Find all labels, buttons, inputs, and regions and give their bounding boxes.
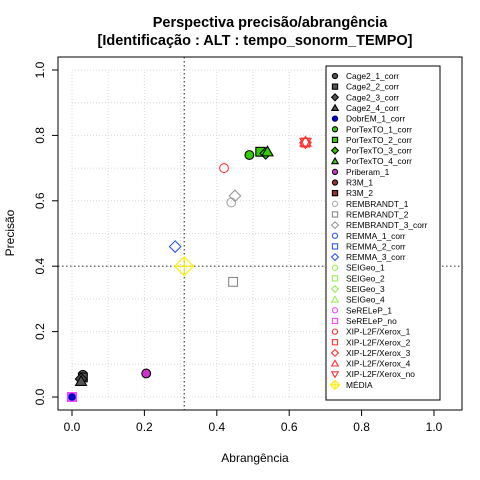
legend-label-xip-l2f-xerox-3: XIP-L2F/Xerox_3 xyxy=(346,348,411,358)
legend-marker-portexto-4-corr xyxy=(330,156,340,165)
y-tick-label: 0.4 xyxy=(33,258,47,275)
y-axis: 0.0 0.2 0.4 0.6 0.8 1.0 xyxy=(33,61,59,405)
legend-label-seigeo-2: SEIGeo_2 xyxy=(346,273,385,283)
legend-marker-cage2-3-corr xyxy=(330,93,340,102)
legend-marker-rembrandt-2 xyxy=(331,211,339,218)
legend-label-dobrem-1-corr: DobrEM_1_corr xyxy=(346,114,405,124)
legend-marker-seigeo-4 xyxy=(330,295,340,303)
y-tick-label: 0.8 xyxy=(33,127,47,144)
legend-marker-cage2-4-corr xyxy=(330,103,340,111)
legend-marker-dobrem-1-corr xyxy=(331,115,339,122)
point-m-dia xyxy=(173,255,195,277)
point-remma-3-corr xyxy=(168,240,182,254)
legend-label-m-dia: MÉDIA xyxy=(346,380,373,390)
legend-label-xip-l2f-xerox-1: XIP-L2F/Xerox_1 xyxy=(346,327,411,337)
point-portexto-4-corr xyxy=(261,145,274,157)
legend-label-portexto-1-corr: PorTexTO_1_corr xyxy=(346,124,412,134)
legend-marker-remma-2-corr xyxy=(331,243,339,250)
legend-label-rembrandt-1: REMBRANDT_1 xyxy=(346,199,409,209)
legend-marker-xip-l2f-xerox-no xyxy=(330,371,340,379)
legend-label-xip-l2f-xerox-4: XIP-L2F/Xerox_4 xyxy=(346,359,411,369)
legend-box xyxy=(325,65,441,401)
x-tick-label: 0.4 xyxy=(208,420,225,434)
point-xip-l2f-xerox-4 xyxy=(299,135,312,147)
legend-marker-xip-l2f-xerox-3 xyxy=(330,348,340,358)
x-axis-label: Abrangência xyxy=(221,451,289,465)
legend-marker-xip-l2f-xerox-4 xyxy=(330,359,340,367)
legend-marker-remma-3-corr xyxy=(330,252,340,262)
x-tick-label: 1.0 xyxy=(426,420,443,434)
point-xip-l2f-xerox-no xyxy=(299,137,312,150)
legend-label-serelep-no: SeRELeP_no xyxy=(346,316,397,326)
legend-label-seigeo-3: SEIGeo_3 xyxy=(346,284,385,294)
point-cage2-4-corr xyxy=(74,374,88,386)
legend-marker-cage2-2-corr xyxy=(331,83,339,90)
legend-label-portexto-4-corr: PorTexTO_4_corr xyxy=(346,156,412,166)
y-tick-label: 0.2 xyxy=(33,323,47,340)
x-tick-label: 0.6 xyxy=(281,420,298,434)
legend-marker-r3m-2 xyxy=(331,190,339,197)
y-tick-label: 1.0 xyxy=(33,61,47,78)
y-tick-label: 0.0 xyxy=(33,388,47,405)
legend-label-cage2-3-corr: Cage2_3_corr xyxy=(346,92,399,102)
point-rembrandt-3-corr xyxy=(228,189,242,203)
chart-title: Perspectiva precisão/abrangência xyxy=(153,15,388,31)
legend-label-cage2-1-corr: Cage2_1_corr xyxy=(346,71,399,81)
legend-marker-rembrandt-1 xyxy=(331,200,339,207)
legend-marker-rembrandt-3-corr xyxy=(330,220,340,230)
legend-label-xip-l2f-xerox-no: XIP-L2F/Xerox_no xyxy=(346,369,415,379)
legend-marker-xip-l2f-xerox-1 xyxy=(331,328,339,335)
legend-label-seigeo-4: SEIGeo_4 xyxy=(346,295,385,305)
legend-marker-portexto-1-corr xyxy=(331,126,339,133)
legend-marker-portexto-2-corr xyxy=(331,136,339,144)
legend-label-remma-1-corr: REMMA_1_corr xyxy=(346,231,406,241)
y-tick-label: 0.6 xyxy=(33,192,47,209)
x-tick-label: 0.2 xyxy=(136,420,153,434)
point-priberam-1 xyxy=(141,368,152,379)
data-points xyxy=(67,135,312,402)
legend-label-rembrandt-3-corr: REMBRANDT_3_corr xyxy=(346,220,428,230)
legend-marker-cage2-1-corr xyxy=(331,72,339,80)
legend-label-xip-l2f-xerox-2: XIP-L2F/Xerox_2 xyxy=(346,337,411,347)
legend-marker-seigeo-1 xyxy=(331,264,339,271)
legend-marker-seigeo-3 xyxy=(330,284,340,294)
legend-label-seigeo-1: SEIGeo_1 xyxy=(346,263,385,273)
y-axis-label: Precisão xyxy=(3,209,17,256)
legend-label-r3m-2: R3M_2 xyxy=(346,188,373,198)
legend: Cage2_1_corrCage2_2_corrCage2_3_corrCage… xyxy=(325,65,441,401)
x-axis: 0.0 0.2 0.4 0.6 0.8 1.0 xyxy=(64,409,443,434)
legend-marker-r3m-1 xyxy=(331,179,339,186)
legend-label-rembrandt-2: REMBRANDT_2 xyxy=(346,209,409,219)
legend-label-remma-2-corr: REMMA_2_corr xyxy=(346,241,406,251)
point-portexto-1-corr xyxy=(244,150,255,160)
point-serelep-no xyxy=(67,392,77,402)
legend-label-cage2-4-corr: Cage2_4_corr xyxy=(346,103,399,113)
legend-marker-m-dia xyxy=(329,379,341,391)
point-xip-l2f-xerox-1 xyxy=(219,163,229,174)
legend-label-portexto-2-corr: PorTexTO_2_corr xyxy=(346,135,412,145)
legend-label-cage2-2-corr: Cage2_2_corr xyxy=(346,82,399,92)
legend-marker-serelep-1 xyxy=(331,307,339,314)
legend-marker-portexto-3-corr xyxy=(330,146,340,155)
legend-label-priberam-1: Priberam_1 xyxy=(346,167,390,177)
point-rembrandt-2 xyxy=(228,276,239,287)
legend-marker-seigeo-2 xyxy=(331,275,339,282)
legend-marker-priberam-1 xyxy=(331,168,339,175)
chart-subtitle: [Identificação : ALT : tempo_sonorm_TEMP… xyxy=(98,33,413,49)
legend-label-r3m-1: R3M_1 xyxy=(346,178,373,188)
point-rembrandt-1 xyxy=(226,197,237,208)
legend-marker-xip-l2f-xerox-2 xyxy=(331,339,339,346)
x-tick-label: 0.0 xyxy=(64,420,81,434)
legend-marker-serelep-no xyxy=(331,317,339,325)
x-tick-label: 0.8 xyxy=(353,420,370,434)
legend-label-portexto-3-corr: PorTexTO_3_corr xyxy=(346,146,412,156)
legend-marker-remma-1-corr xyxy=(331,232,339,239)
legend-label-remma-3-corr: REMMA_3_corr xyxy=(346,252,406,262)
legend-label-serelep-1: SeRELeP_1 xyxy=(346,305,392,315)
